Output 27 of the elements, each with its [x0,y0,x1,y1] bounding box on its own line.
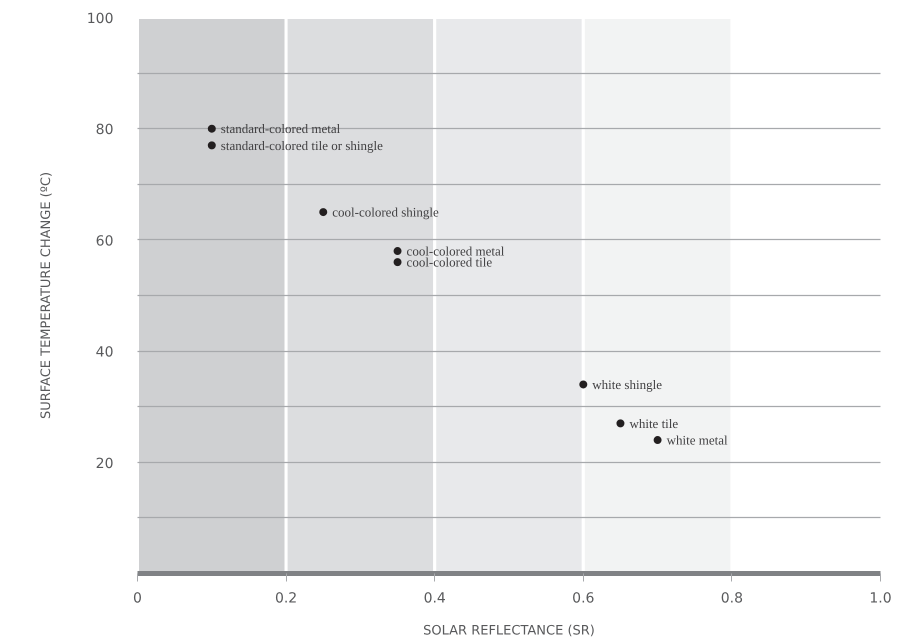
point [654,436,662,444]
annotation: standard-colored metal [220,121,341,136]
point [319,208,328,216]
x-tick-label: 0.6 [572,590,595,606]
point [394,247,402,256]
x-tick-label: 0.2 [274,590,298,606]
annotation: cool-colored shingle [332,204,439,220]
annotation: standard-colored tile or shingle [220,138,384,153]
y-tick-label: 100 [86,11,114,27]
x-tick-label: 1.0 [869,590,892,606]
x-axis-title: SOLAR REFLECTANCE (SR) [423,624,595,638]
point [208,124,216,133]
annotation: white shingle [592,376,662,392]
y-tick-label: 80 [96,122,114,138]
x-tick-label: 0 [133,590,142,606]
x-tick-label: 0.4 [424,590,446,606]
y-tick-label: 20 [96,456,114,472]
x-tick-label: 0.8 [720,590,744,606]
annotation: white tile [629,416,678,431]
point [616,419,624,428]
point [394,258,402,266]
y-tick-label: 40 [96,344,114,361]
y-tick-label: 60 [96,233,114,250]
annotation: white metal [666,432,728,448]
point [579,380,588,388]
point [208,141,216,150]
y-axis-title: SURFACE TEMPERATURE CHANGE (ºC) [38,172,54,420]
